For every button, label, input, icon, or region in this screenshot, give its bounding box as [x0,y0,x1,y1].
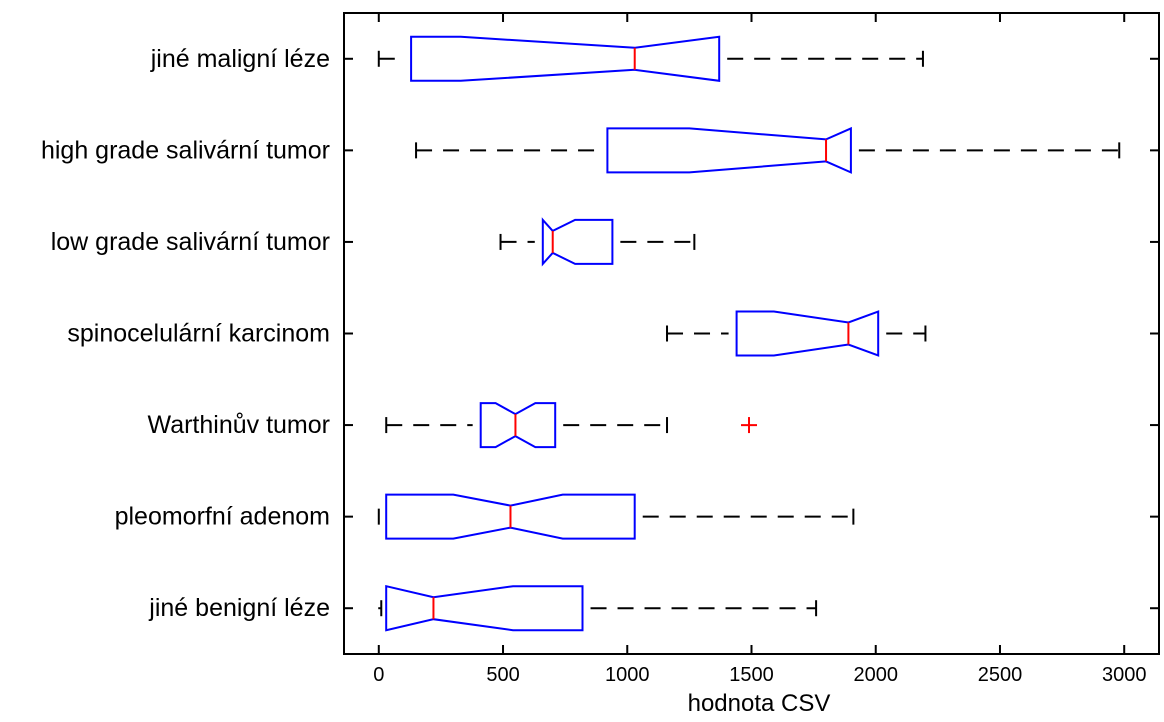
x-tick-label: 2500 [978,664,1023,686]
x-axis-label: hodnota CSV [688,690,831,717]
x-tick-label: 500 [486,664,519,686]
category-label: jiné maligní léze [150,45,330,73]
box-series [377,35,1121,632]
notched-box [735,310,880,357]
box-group [385,402,758,449]
x-tick-label: 1500 [729,664,774,686]
notched-box [385,584,584,632]
box-group [499,217,696,267]
notched-box [410,35,721,82]
notched-box [385,493,636,540]
category-label: Warthinův tumor [148,411,330,439]
notched-box [541,217,614,267]
x-tick-label: 3000 [1102,664,1147,686]
x-tick-label: 1000 [605,664,650,686]
category-labels: jiné maligní léze high grade salivární tu… [41,45,1159,622]
box-group [378,584,818,632]
x-tick-label: 0 [373,664,384,686]
plot-area [343,12,1160,655]
box-group [666,310,927,357]
box-group [415,126,1121,174]
x-axis: 0 500 1000 1500 2000 2500 3000 [373,13,1146,686]
x-tick-label: 2000 [853,664,898,686]
notched-box [606,126,852,174]
box-group [377,35,924,82]
box-group [377,493,855,540]
notched-box [479,402,557,449]
category-label: high grade salivární tumor [41,136,330,164]
category-label: low grade salivární tumor [51,228,330,256]
category-label: pleomorfní adenom [115,503,330,531]
category-label: jiné benigní léze [148,594,330,622]
category-label: spinocelulární karcinom [67,320,330,348]
